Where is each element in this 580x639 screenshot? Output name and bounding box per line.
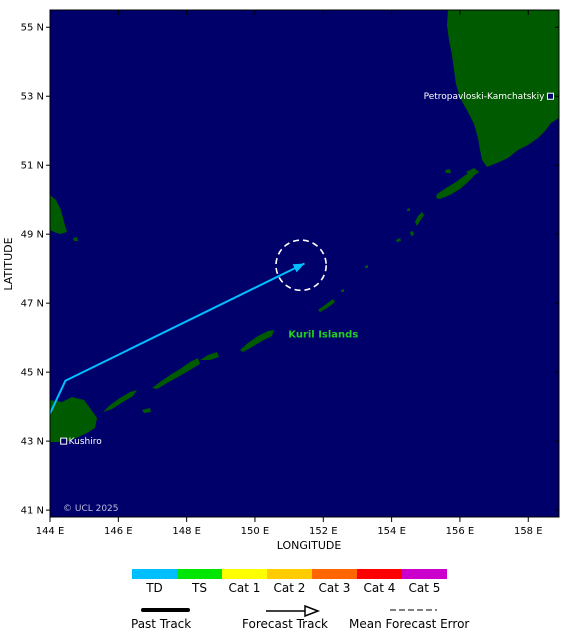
hokkaido-landmass xyxy=(50,397,97,442)
y-tick-label: 53 N xyxy=(21,92,44,103)
x-axis-title: LONGITUDE xyxy=(277,539,342,552)
island-paramushir xyxy=(436,172,474,199)
y-axis-title: LATITUDE xyxy=(2,237,15,290)
x-tick-label: 144 E xyxy=(36,526,65,537)
island-small-8 xyxy=(73,237,78,241)
y-tick-label: 49 N xyxy=(21,230,44,241)
legend-swatch xyxy=(222,569,267,579)
y-tick-label: 47 N xyxy=(21,299,44,310)
island-small-1 xyxy=(318,299,335,312)
map-frame xyxy=(49,9,560,518)
x-tick-label: 156 E xyxy=(446,526,475,537)
y-tick-label: 55 N xyxy=(21,23,44,34)
mean-error-label: Mean Forecast Error xyxy=(349,617,469,631)
forecast-track-label: Forecast Track xyxy=(242,617,328,631)
island-shikotan xyxy=(142,408,151,413)
legend-category-label: TS xyxy=(191,581,207,595)
island-small-2 xyxy=(341,289,344,292)
kamchatka-landmass xyxy=(447,10,559,167)
island-small-4 xyxy=(396,238,401,242)
legend-category-label: Cat 2 xyxy=(274,581,306,595)
legend-category-label: Cat 4 xyxy=(364,581,396,595)
y-tick-label: 43 N xyxy=(21,437,44,448)
legend-category-label: Cat 3 xyxy=(319,581,351,595)
legend-category-label: Cat 5 xyxy=(409,581,441,595)
island-shumshu xyxy=(466,168,479,177)
island-urup xyxy=(200,352,219,360)
place-marker xyxy=(546,92,554,100)
intensity-legend: TD TS Cat 1 Cat 2 Cat 3 Cat 4 Cat 5 xyxy=(132,569,447,595)
legend-swatch xyxy=(312,569,357,579)
legend-swatch xyxy=(267,569,312,579)
x-tick-label: 146 E xyxy=(104,526,133,537)
place-label: Kushiro xyxy=(69,437,103,447)
legend-swatch xyxy=(357,569,402,579)
place-marker xyxy=(60,437,68,445)
past-track-label: Past Track xyxy=(131,617,191,631)
place-label: Petropavloski-Kamchatskiy xyxy=(424,92,546,102)
axis-ticks: 144 E 146 E 148 E 150 E 152 E 154 E 156 E 158 E… xyxy=(21,10,559,537)
island-onekotan xyxy=(415,212,424,226)
x-tick-label: 150 E xyxy=(241,526,270,537)
forecast-track-arrow-symbol xyxy=(304,604,321,618)
x-tick-label: 154 E xyxy=(377,526,406,537)
x-tick-label: 148 E xyxy=(172,526,201,537)
legend-swatch xyxy=(177,569,222,579)
legend-category-label: TD xyxy=(145,581,163,595)
legend-swatch xyxy=(132,569,177,579)
x-tick-label: 158 E xyxy=(514,526,543,537)
island-small-5 xyxy=(410,231,414,236)
y-tick-label: 45 N xyxy=(21,368,44,379)
legend-swatch xyxy=(402,569,447,579)
island-iturup xyxy=(152,358,200,389)
mean-forecast-error-circle xyxy=(275,239,327,292)
storm-track-line xyxy=(50,262,305,414)
y-tick-label: 41 N xyxy=(21,506,44,517)
forecast-arrow-head xyxy=(292,263,305,273)
y-tick-label: 51 N xyxy=(21,161,44,172)
sakhalin-landmass xyxy=(50,195,67,234)
island-small-6 xyxy=(407,208,410,211)
region-label-kuril-islands: Kuril Islands xyxy=(288,330,358,341)
island-simushir xyxy=(240,330,274,352)
x-tick-label: 152 E xyxy=(309,526,338,537)
place-layer: Petropavloski-Kamchatskiy Kushiro xyxy=(60,92,554,447)
island-kunashir xyxy=(103,390,137,412)
legend-category-label: Cat 1 xyxy=(229,581,261,595)
island-small-7 xyxy=(445,169,451,173)
island-small-3 xyxy=(365,265,368,268)
copyright-text: © UCL 2025 xyxy=(63,504,119,514)
